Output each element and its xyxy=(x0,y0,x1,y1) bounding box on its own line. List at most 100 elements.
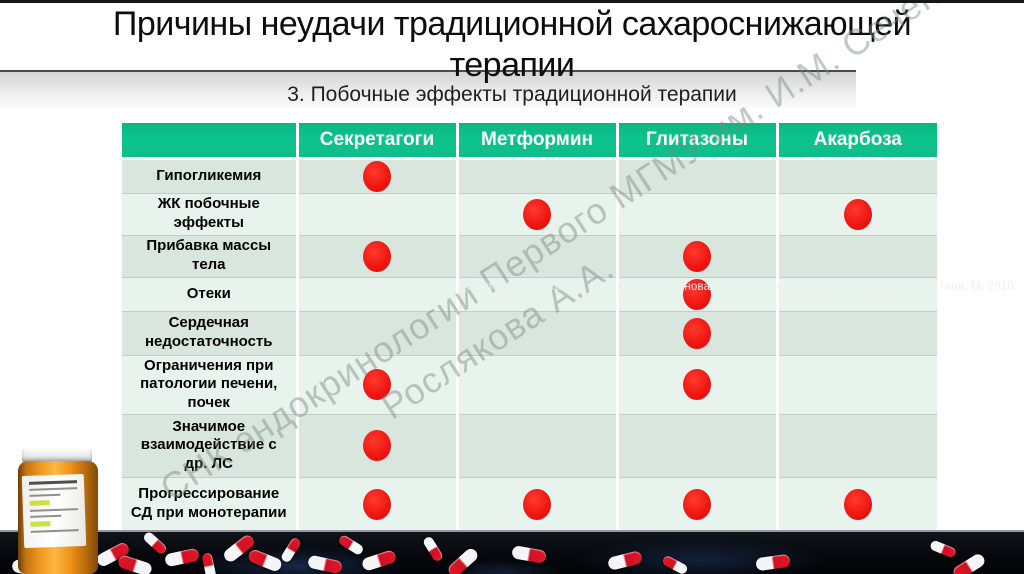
pill-capsule xyxy=(246,548,284,573)
row-label: Прибавка массы тела xyxy=(122,234,297,277)
table-cell xyxy=(615,192,777,235)
table-cell xyxy=(295,158,457,193)
row-label: ЖК побочные эффекты xyxy=(122,192,297,235)
table-cell xyxy=(615,234,777,277)
side-effect-dot xyxy=(363,430,391,462)
table-cell xyxy=(775,276,937,311)
pill-capsule xyxy=(511,545,547,564)
slide-subtitle: 3. Побочные эффекты традиционной терапии xyxy=(287,83,737,106)
label-highlight xyxy=(29,500,50,506)
pill-capsule xyxy=(201,552,217,574)
pill-capsule xyxy=(421,535,445,563)
table-cell xyxy=(775,354,937,415)
pill-capsule xyxy=(279,536,303,564)
pill-capsule xyxy=(116,554,154,574)
pill-capsule xyxy=(951,551,987,574)
table-row: Отеки xyxy=(122,276,937,311)
pill-capsule xyxy=(446,546,480,574)
label-text-line xyxy=(29,487,78,491)
label-text-line xyxy=(29,508,78,512)
table-cell xyxy=(455,310,617,355)
table-row: Ограничения при патологии печени, почек xyxy=(122,354,937,415)
side-effect-dot xyxy=(843,488,872,520)
label-text-line xyxy=(28,480,78,485)
table-row: Гипогликемия xyxy=(122,158,937,193)
table-cell xyxy=(295,234,457,277)
label-highlight xyxy=(30,521,51,527)
table-row: Значимое взаимодействие с др. ЛС xyxy=(122,413,937,478)
table-cell xyxy=(455,234,617,277)
table-cell xyxy=(295,354,457,415)
pills-photo-band xyxy=(0,530,1024,574)
title-divider-line xyxy=(0,70,856,72)
side-effect-dot xyxy=(843,198,872,230)
table-row: Прибавка массы тела xyxy=(122,234,937,277)
table-row: ЖК побочные эффекты xyxy=(122,192,937,235)
table-header-row: Секретагоги Метформин Глитазоны Акарбоза xyxy=(122,123,937,160)
side-effects-table: Секретагоги Метформин Глитазоны Акарбоза Ги… xyxy=(122,123,937,531)
side-effect-dot xyxy=(683,317,711,349)
column-header: Метформин xyxy=(455,123,617,160)
table-row: Прогрессирование СД при монотерапии xyxy=(122,476,937,531)
table-cell xyxy=(295,276,457,311)
corner-cell xyxy=(122,123,297,160)
table-cell xyxy=(615,158,777,193)
row-label: Прогрессирование СД при монотерапии xyxy=(122,476,297,531)
table-row: Сердечная недостаточность xyxy=(122,310,937,355)
subtitle-gradient-band xyxy=(0,72,856,112)
table-cell xyxy=(295,192,457,235)
side-effect-dot xyxy=(683,240,711,272)
row-label: Ограничения при патологии печени, почек xyxy=(122,354,297,415)
table-cell xyxy=(295,413,457,478)
bottle-label xyxy=(21,473,87,549)
column-header: Секретагоги xyxy=(295,123,457,160)
pill-capsule xyxy=(755,553,791,572)
side-effect-dot xyxy=(683,488,711,520)
table-cell xyxy=(615,413,777,478)
table-cell xyxy=(455,192,617,235)
table-cell xyxy=(775,310,937,355)
table-cell xyxy=(775,192,937,235)
row-label: Отеки xyxy=(122,276,297,311)
side-effect-dot xyxy=(363,369,391,401)
pill-capsule xyxy=(337,533,365,557)
pill-capsule xyxy=(164,547,200,568)
label-text-line xyxy=(30,514,62,518)
side-effect-dot xyxy=(523,488,551,520)
side-effect-dot xyxy=(683,278,711,310)
label-text-line xyxy=(30,529,79,533)
pill-capsule xyxy=(360,549,398,572)
row-label: Гипогликемия xyxy=(122,158,297,193)
bottle-cap xyxy=(22,448,92,462)
table-cell xyxy=(455,413,617,478)
side-effect-dot xyxy=(523,198,551,230)
column-header: Акарбоза xyxy=(775,123,937,160)
table-cell xyxy=(615,354,777,415)
table-cell xyxy=(295,310,457,355)
table-cell xyxy=(455,158,617,193)
side-effect-dot xyxy=(363,488,391,520)
table-cell xyxy=(775,234,937,277)
pill-capsule xyxy=(606,550,644,571)
row-label: Значимое взаимодействие с др. ЛС xyxy=(122,413,297,478)
slide-top-border xyxy=(0,0,1024,3)
table-cell xyxy=(455,276,617,311)
table-cell xyxy=(455,354,617,415)
column-header: Глитазоны xyxy=(615,123,777,160)
table-cell xyxy=(455,476,617,531)
pill-capsule xyxy=(307,554,343,574)
table-cell xyxy=(775,413,937,478)
table-cell xyxy=(615,276,777,311)
pill-capsule xyxy=(929,539,957,559)
slide-title: Причины неудачи традиционной сахароснижа… xyxy=(112,5,912,84)
citation-text: Дедов И.И., Шестакова М.В. Инкретины: но… xyxy=(458,281,1014,293)
table-cell xyxy=(775,476,937,531)
label-text-line xyxy=(29,493,61,497)
table-cell xyxy=(775,158,937,193)
table-cell xyxy=(615,310,777,355)
row-label: Сердечная недостаточность xyxy=(122,310,297,355)
pill-bottle xyxy=(8,448,104,574)
pill-capsule xyxy=(141,532,169,556)
side-effect-dot xyxy=(363,240,391,272)
table-cell xyxy=(295,476,457,531)
